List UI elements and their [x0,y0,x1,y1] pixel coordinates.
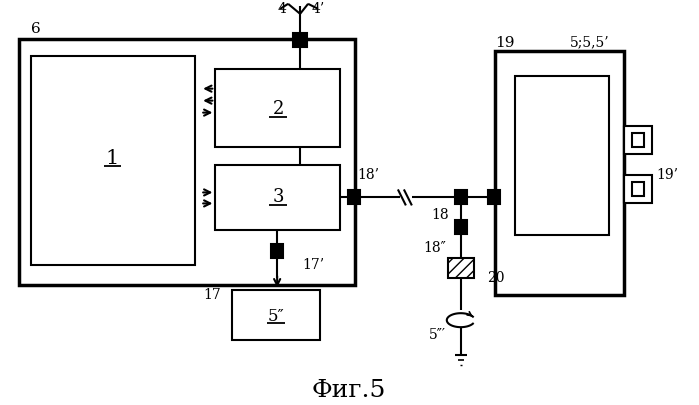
Text: 5″′: 5″′ [429,328,447,342]
Bar [293,33,307,47]
Text: 2: 2 [273,100,284,117]
Text: 4: 4 [278,2,287,16]
Bar [19,39,355,285]
Text: 18’: 18’ [357,168,379,183]
Text: 19’: 19’ [656,168,678,183]
Bar [455,190,467,205]
Bar [215,166,340,230]
Text: 19: 19 [495,36,514,50]
Bar [448,258,474,278]
Bar [215,69,340,147]
Bar [271,244,283,258]
Text: 5;5,5’: 5;5,5’ [570,36,610,50]
Bar [624,175,652,203]
Bar [31,56,195,265]
Text: 17’: 17’ [302,258,324,272]
Bar [232,290,320,340]
Text: 18: 18 [431,209,449,222]
Bar [495,51,624,295]
Bar [633,132,644,147]
Text: Фиг.5: Фиг.5 [312,379,386,401]
Bar [455,220,467,234]
Text: 20: 20 [487,271,505,285]
Text: 1: 1 [106,149,120,168]
Text: 5″: 5″ [268,308,284,325]
Text: 4’: 4’ [312,2,325,16]
Bar [348,190,360,205]
Bar [624,126,652,153]
Text: 3: 3 [273,188,284,207]
Bar [633,183,644,196]
Bar [514,76,610,235]
Text: 6: 6 [31,22,41,36]
Bar [488,190,500,205]
Text: 17: 17 [203,288,221,302]
Text: 18″: 18″ [424,241,446,255]
